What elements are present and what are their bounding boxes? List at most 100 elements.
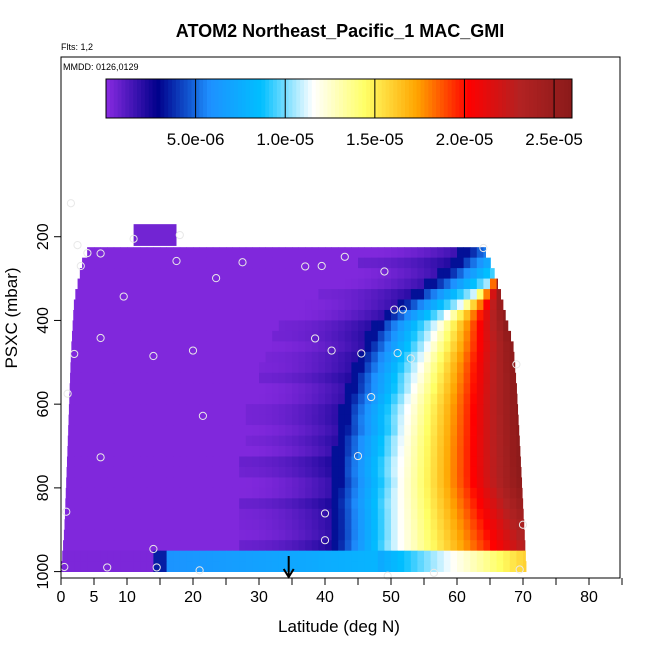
heatmap-cell <box>160 383 167 395</box>
heatmap-cell <box>166 477 174 489</box>
heatmap-cell <box>64 519 68 531</box>
heatmap-cell <box>127 299 134 311</box>
heatmap-cell <box>450 519 458 531</box>
heatmap-cell <box>410 341 418 353</box>
heatmap-cell <box>107 487 115 499</box>
heatmap-cell <box>292 247 299 259</box>
heatmap-cell <box>199 351 207 363</box>
heatmap-cell <box>212 414 220 426</box>
heatmap-cell <box>298 247 306 259</box>
heatmap-cell <box>226 477 233 489</box>
heatmap-cell <box>483 393 491 405</box>
heatmap-cell <box>450 529 458 541</box>
heatmap-cell <box>166 519 174 531</box>
heatmap-cell <box>391 278 398 290</box>
heatmap-cell <box>496 320 504 332</box>
heatmap-cell <box>325 414 332 426</box>
heatmap-cell <box>391 414 398 426</box>
heatmap-cell <box>430 278 438 290</box>
colorbar-swatch <box>230 79 235 118</box>
heatmap-cell <box>226 362 233 374</box>
heatmap-cell <box>133 351 141 363</box>
heatmap-cell <box>120 341 128 353</box>
heatmap-cell <box>113 330 121 342</box>
heatmap-cell <box>100 425 108 436</box>
heatmap-cell <box>338 341 346 353</box>
heatmap-cell <box>285 278 293 290</box>
heatmap-cell <box>490 561 497 572</box>
heatmap-cell <box>245 372 253 384</box>
heatmap-cell <box>509 351 515 363</box>
heatmap-cell <box>133 362 141 374</box>
heatmap-cell <box>179 550 187 562</box>
colorbar-swatch <box>509 79 515 118</box>
heatmap-cell <box>364 404 372 416</box>
heatmap-cell <box>71 330 75 342</box>
heatmap-cell <box>127 508 134 520</box>
heatmap-cell <box>377 550 385 562</box>
heatmap-cell <box>140 446 148 457</box>
heatmap-cell <box>338 561 346 572</box>
observation-point <box>152 563 161 572</box>
heatmap-cell <box>113 456 121 468</box>
heatmap-cell <box>285 362 293 374</box>
heatmap-cell <box>417 404 425 416</box>
heatmap-cell <box>206 425 214 436</box>
heatmap-cell <box>173 508 181 520</box>
heatmap-cell <box>457 341 464 353</box>
heatmap-cell <box>140 320 148 332</box>
heatmap-cell <box>232 404 240 416</box>
heatmap-cell <box>371 487 379 499</box>
heatmap-cell <box>285 393 293 405</box>
heatmap-cell <box>107 425 115 436</box>
heatmap-cell <box>100 404 108 416</box>
heatmap-cell <box>476 351 484 363</box>
heatmap-cell <box>509 487 517 499</box>
heatmap-cell <box>173 446 181 457</box>
heatmap-cell <box>450 257 458 269</box>
heatmap-cell <box>523 529 525 541</box>
heatmap-cell <box>100 529 108 541</box>
heatmap-cell <box>377 456 385 468</box>
heatmap-cell <box>153 540 161 552</box>
heatmap-cell <box>457 309 464 321</box>
colorbar-swatch <box>373 79 379 118</box>
heatmap-cell <box>338 278 346 290</box>
heatmap-cell <box>338 529 346 541</box>
heatmap-cell <box>87 320 95 332</box>
heatmap-cell <box>127 414 134 426</box>
heatmap-cell <box>94 550 101 562</box>
heatmap-cell <box>305 289 313 300</box>
heatmap-cell <box>509 508 517 520</box>
heatmap-cell <box>384 404 392 416</box>
heatmap-cell <box>94 540 101 552</box>
heatmap-cell <box>107 330 115 342</box>
heatmap-cell <box>232 289 240 300</box>
heatmap-cell <box>391 456 398 468</box>
heatmap-cell <box>226 414 233 426</box>
heatmap-cell <box>410 477 418 489</box>
heatmap-cell <box>476 341 484 353</box>
heatmap-cell <box>186 330 194 342</box>
heatmap-cell <box>127 498 134 510</box>
heatmap-cell <box>397 268 405 279</box>
heatmap-cell <box>516 550 524 562</box>
heatmap-cell <box>245 487 253 499</box>
heatmap-cell <box>133 404 141 416</box>
heatmap-cell <box>476 372 484 384</box>
heatmap-cell <box>331 498 339 510</box>
heatmap-cell <box>417 466 425 478</box>
heatmap-cell <box>331 404 339 416</box>
heatmap-cell <box>127 372 134 384</box>
heatmap-cell <box>252 351 260 363</box>
heatmap-cell <box>417 456 425 468</box>
heatmap-cell <box>371 362 379 374</box>
heatmap-cell <box>391 519 398 531</box>
heatmap-cell <box>199 393 207 405</box>
heatmap-cell <box>100 278 108 290</box>
heatmap-cell <box>298 529 306 541</box>
heatmap-cell <box>509 435 517 447</box>
heatmap-cell <box>344 477 352 489</box>
heatmap-cell <box>476 529 484 541</box>
heatmap-cell <box>483 383 491 395</box>
